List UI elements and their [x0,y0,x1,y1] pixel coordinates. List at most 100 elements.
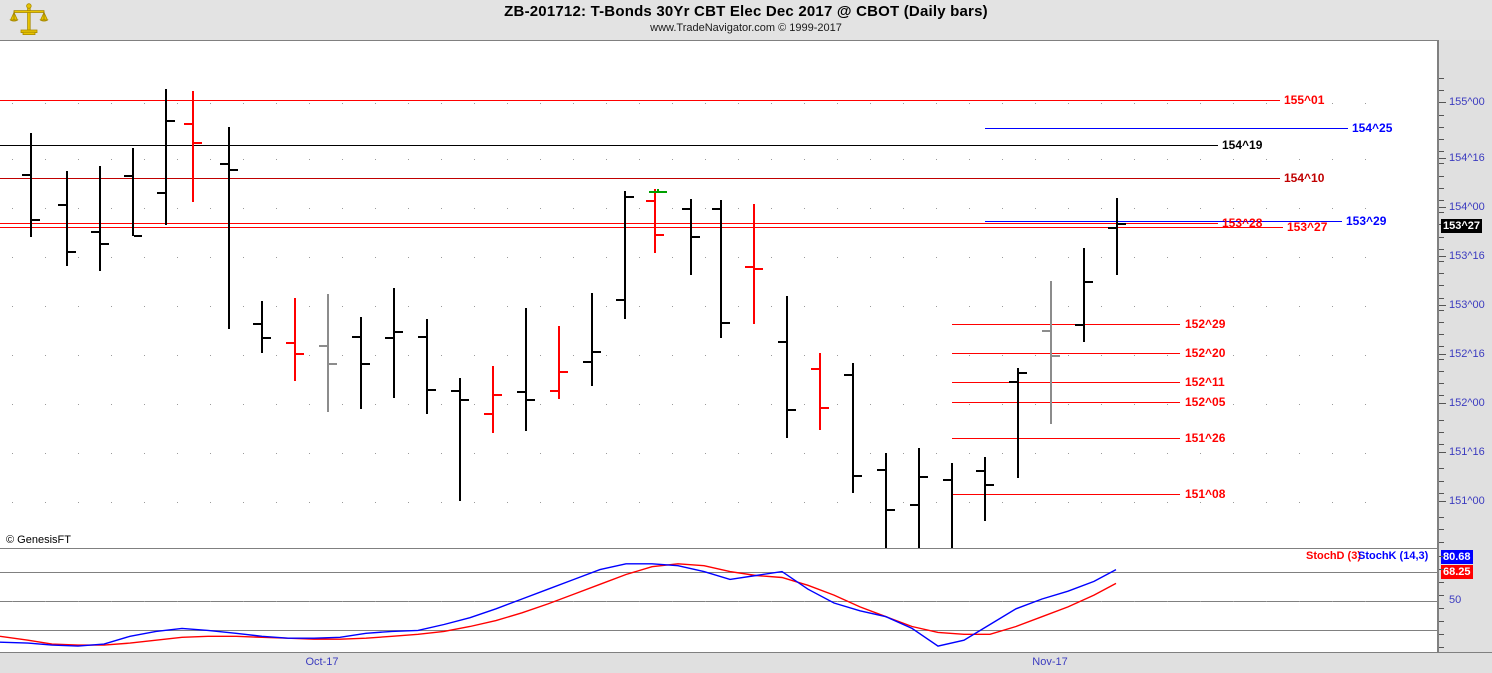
price-level-line[interactable] [0,178,1280,179]
chart-source-line: www.TradeNavigator.com © 1999-2017 [650,22,842,34]
stochastic-axis[interactable]: 80.68 68.25 50 [1438,548,1492,652]
page-title: ZB-201712: T-Bonds 30Yr CBT Elec Dec 201… [504,3,988,20]
price-axis-tick [1439,158,1446,159]
price-axis-minor-tick [1439,542,1444,543]
price-axis-tick [1439,354,1446,355]
price-plot-canvas: 155^01 154^25 154^19 154^10 153^29 153^28 153^… [0,41,1437,548]
price-axis-minor-tick [1439,334,1444,335]
price-axis-minor-tick [1439,200,1444,201]
price-level-line[interactable] [985,128,1348,129]
price-level-line[interactable] [952,353,1180,354]
date-axis-label: Nov-17 [1032,656,1068,668]
price-axis-label: 151^00 [1449,495,1485,507]
stochastic-axis-tick [1439,595,1444,596]
price-level-label: 153^27 [1287,220,1328,234]
price-level-label: 152^11 [1185,375,1225,389]
price-axis-minor-tick [1439,261,1444,262]
price-axis-minor-tick [1439,237,1444,238]
price-axis-minor-tick [1439,176,1444,177]
price-level-label: 152^29 [1185,317,1226,331]
price-level-label: 151^26 [1185,431,1226,445]
price-level-line[interactable] [0,223,1218,224]
stochastic-indicator-pane[interactable]: StochD (3) StochK (14,3) [0,548,1438,652]
price-axis-tick [1439,305,1446,306]
price-axis-minor-tick [1439,139,1444,140]
price-level-line[interactable] [952,438,1180,439]
price-axis-minor-tick [1439,310,1444,311]
stochastic-axis-tick [1439,569,1444,570]
price-level-label: 153^29 [1346,214,1387,228]
price-axis-minor-tick [1439,115,1444,116]
stochastic-axis-tick [1439,582,1444,583]
price-axis-minor-tick [1439,468,1444,469]
price-level-line[interactable] [952,494,1180,495]
price-level-line[interactable] [0,145,1218,146]
price-plot-area[interactable]: 155^01 154^25 154^19 154^10 153^29 153^28 153^… [0,40,1438,548]
price-axis-label: 152^16 [1449,348,1485,360]
price-axis-minor-tick [1439,371,1444,372]
price-axis-minor-tick [1439,517,1444,518]
price-level-line[interactable] [0,100,1280,101]
price-level-label: 152^05 [1185,395,1226,409]
price-axis-minor-tick [1439,420,1444,421]
stochastic-axis-tick [1439,647,1444,648]
date-axis[interactable]: Oct-17 Nov-17 [0,652,1492,673]
price-level-label: 153^28 [1222,216,1263,230]
price-axis-minor-tick [1439,383,1444,384]
price-axis-tick [1439,207,1446,208]
price-level-line[interactable] [952,382,1180,383]
price-level-line[interactable] [985,221,1342,222]
price-axis-minor-tick [1439,188,1444,189]
price-axis-label: 154^00 [1449,201,1485,213]
price-axis-tick [1439,102,1446,103]
stochastic-d-line [0,563,1117,646]
price-axis-minor-tick [1439,151,1444,152]
current-price-badge: 153^27 [1441,219,1483,233]
stochastic-midline-label: 50 [1449,594,1462,606]
price-axis-minor-tick [1439,285,1444,286]
stochastic-k-line [0,563,1117,647]
scales-of-justice-icon [9,3,49,36]
price-axis-label: 154^16 [1449,152,1485,164]
price-axis-minor-tick [1439,78,1444,79]
price-axis-label: 152^00 [1449,397,1485,409]
stochastic-d-legend: StochD (3) [1306,550,1361,562]
price-level-line[interactable] [952,402,1180,403]
price-axis-minor-tick [1439,90,1444,91]
price-axis-minor-tick [1439,444,1444,445]
price-axis-minor-tick [1439,249,1444,250]
date-axis-label: Oct-17 [305,656,339,668]
price-axis-minor-tick [1439,481,1444,482]
price-axis-minor-tick [1439,163,1444,164]
stochastic-axis-tick [1439,621,1444,622]
price-axis-tick [1439,256,1446,257]
stochastic-guide-line [0,630,1437,631]
price-level-line[interactable] [0,227,1283,228]
price-axis-label: 151^16 [1449,446,1485,458]
price-axis-minor-tick [1439,395,1444,396]
price-level-label: 154^10 [1284,171,1325,185]
price-axis-minor-tick [1439,359,1444,360]
price-axis-minor-tick [1439,432,1444,433]
price-level-label: 154^19 [1222,138,1263,152]
stochastic-guide-line [0,572,1437,573]
price-level-label: 154^25 [1352,121,1393,135]
stochastic-k-legend: StochK (14,3) [1358,550,1429,562]
price-axis-tick [1439,403,1446,404]
stochastic-d-value-badge: 68.25 [1441,565,1473,579]
stochastic-axis-tick [1439,608,1444,609]
stochastic-guide-line [0,601,1437,602]
price-axis[interactable]: 155^00 154^16 154^00 153^16 153^00 152^16 152^… [1438,40,1492,548]
stochastic-axis-tick [1439,556,1444,557]
vendor-watermark: © GenesisFT [6,534,71,546]
stochastic-axis-tick [1439,634,1444,635]
price-level-label: 151^08 [1185,487,1226,501]
stochastic-curves [0,563,1117,647]
price-level-line[interactable] [952,324,1180,325]
price-axis-label: 153^00 [1449,299,1485,311]
price-level-label: 152^20 [1185,346,1226,360]
price-axis-minor-tick [1439,346,1444,347]
price-axis-minor-tick [1439,273,1444,274]
price-axis-minor-tick [1439,493,1444,494]
